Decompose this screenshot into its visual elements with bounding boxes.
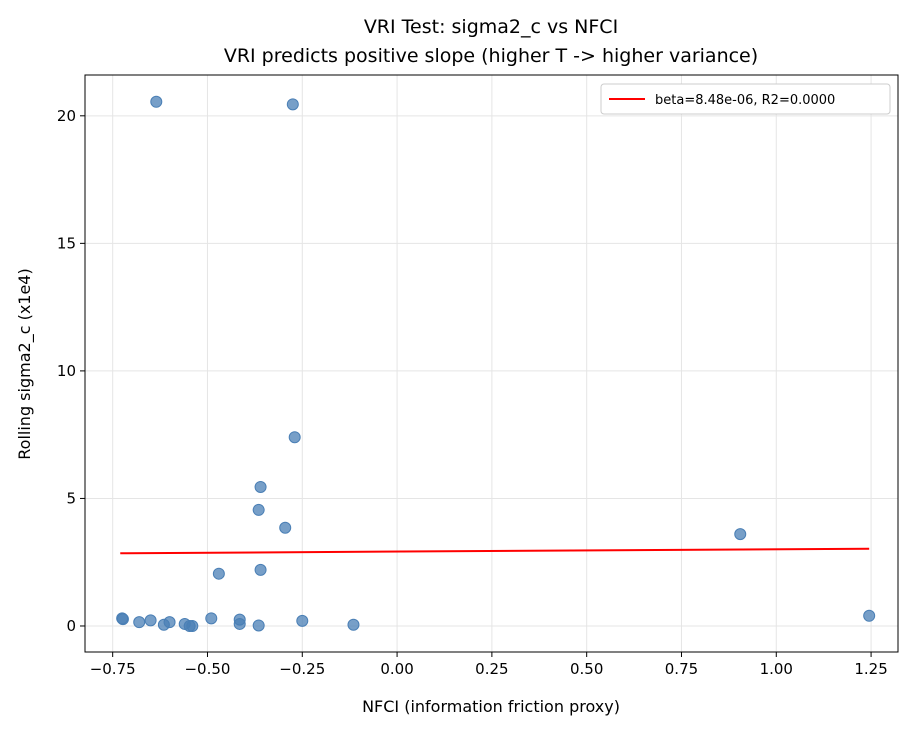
legend-box xyxy=(600,83,891,115)
y-tick-label: 5 xyxy=(66,489,76,507)
y-axis-label: Rolling sigma2_c (x1e4) xyxy=(15,268,35,459)
legend: beta=8.48e-06, R2=0.0000 xyxy=(600,83,891,115)
x-tick-label: −0.50 xyxy=(184,660,230,678)
data-point xyxy=(116,613,129,626)
data-point xyxy=(205,612,218,625)
x-axis-label: NFCI (information friction proxy) xyxy=(362,697,620,716)
chart-title: VRI Test: sigma2_c vs NFCI xyxy=(364,16,618,38)
data-point xyxy=(252,619,265,632)
data-point xyxy=(863,609,876,622)
x-tick-label: −0.25 xyxy=(279,660,325,678)
data-point xyxy=(347,618,360,631)
chart-subtitle: VRI predicts positive slope (higher T ->… xyxy=(224,45,758,67)
y-tick-label: 10 xyxy=(57,362,76,380)
x-tick-label: 1.25 xyxy=(854,660,887,678)
legend-label: beta=8.48e-06, R2=0.0000 xyxy=(655,93,835,108)
data-point xyxy=(133,616,146,629)
data-point xyxy=(252,503,265,516)
y-tick-label: 15 xyxy=(57,234,76,252)
x-tick-label: 0.25 xyxy=(475,660,508,678)
x-tick-label: 0.00 xyxy=(380,660,413,678)
data-point xyxy=(279,521,292,534)
data-point xyxy=(296,614,309,627)
data-point xyxy=(288,431,301,444)
x-tick-label: 0.75 xyxy=(665,660,698,678)
fit-line xyxy=(120,547,870,555)
data-point xyxy=(254,480,267,493)
data-point xyxy=(734,528,747,541)
data-point xyxy=(186,619,199,632)
x-tick-label: −0.75 xyxy=(90,660,136,678)
data-point xyxy=(233,617,246,630)
data-point xyxy=(254,563,267,576)
x-tick-label: 1.00 xyxy=(760,660,793,678)
y-tick-label: 20 xyxy=(57,107,76,125)
data-point xyxy=(286,98,299,111)
data-point xyxy=(163,616,176,629)
data-point xyxy=(144,614,157,627)
y-tick-label: 0 xyxy=(66,617,76,635)
x-tick-label: 0.50 xyxy=(570,660,603,678)
data-point xyxy=(150,95,163,108)
data-point xyxy=(212,567,225,580)
